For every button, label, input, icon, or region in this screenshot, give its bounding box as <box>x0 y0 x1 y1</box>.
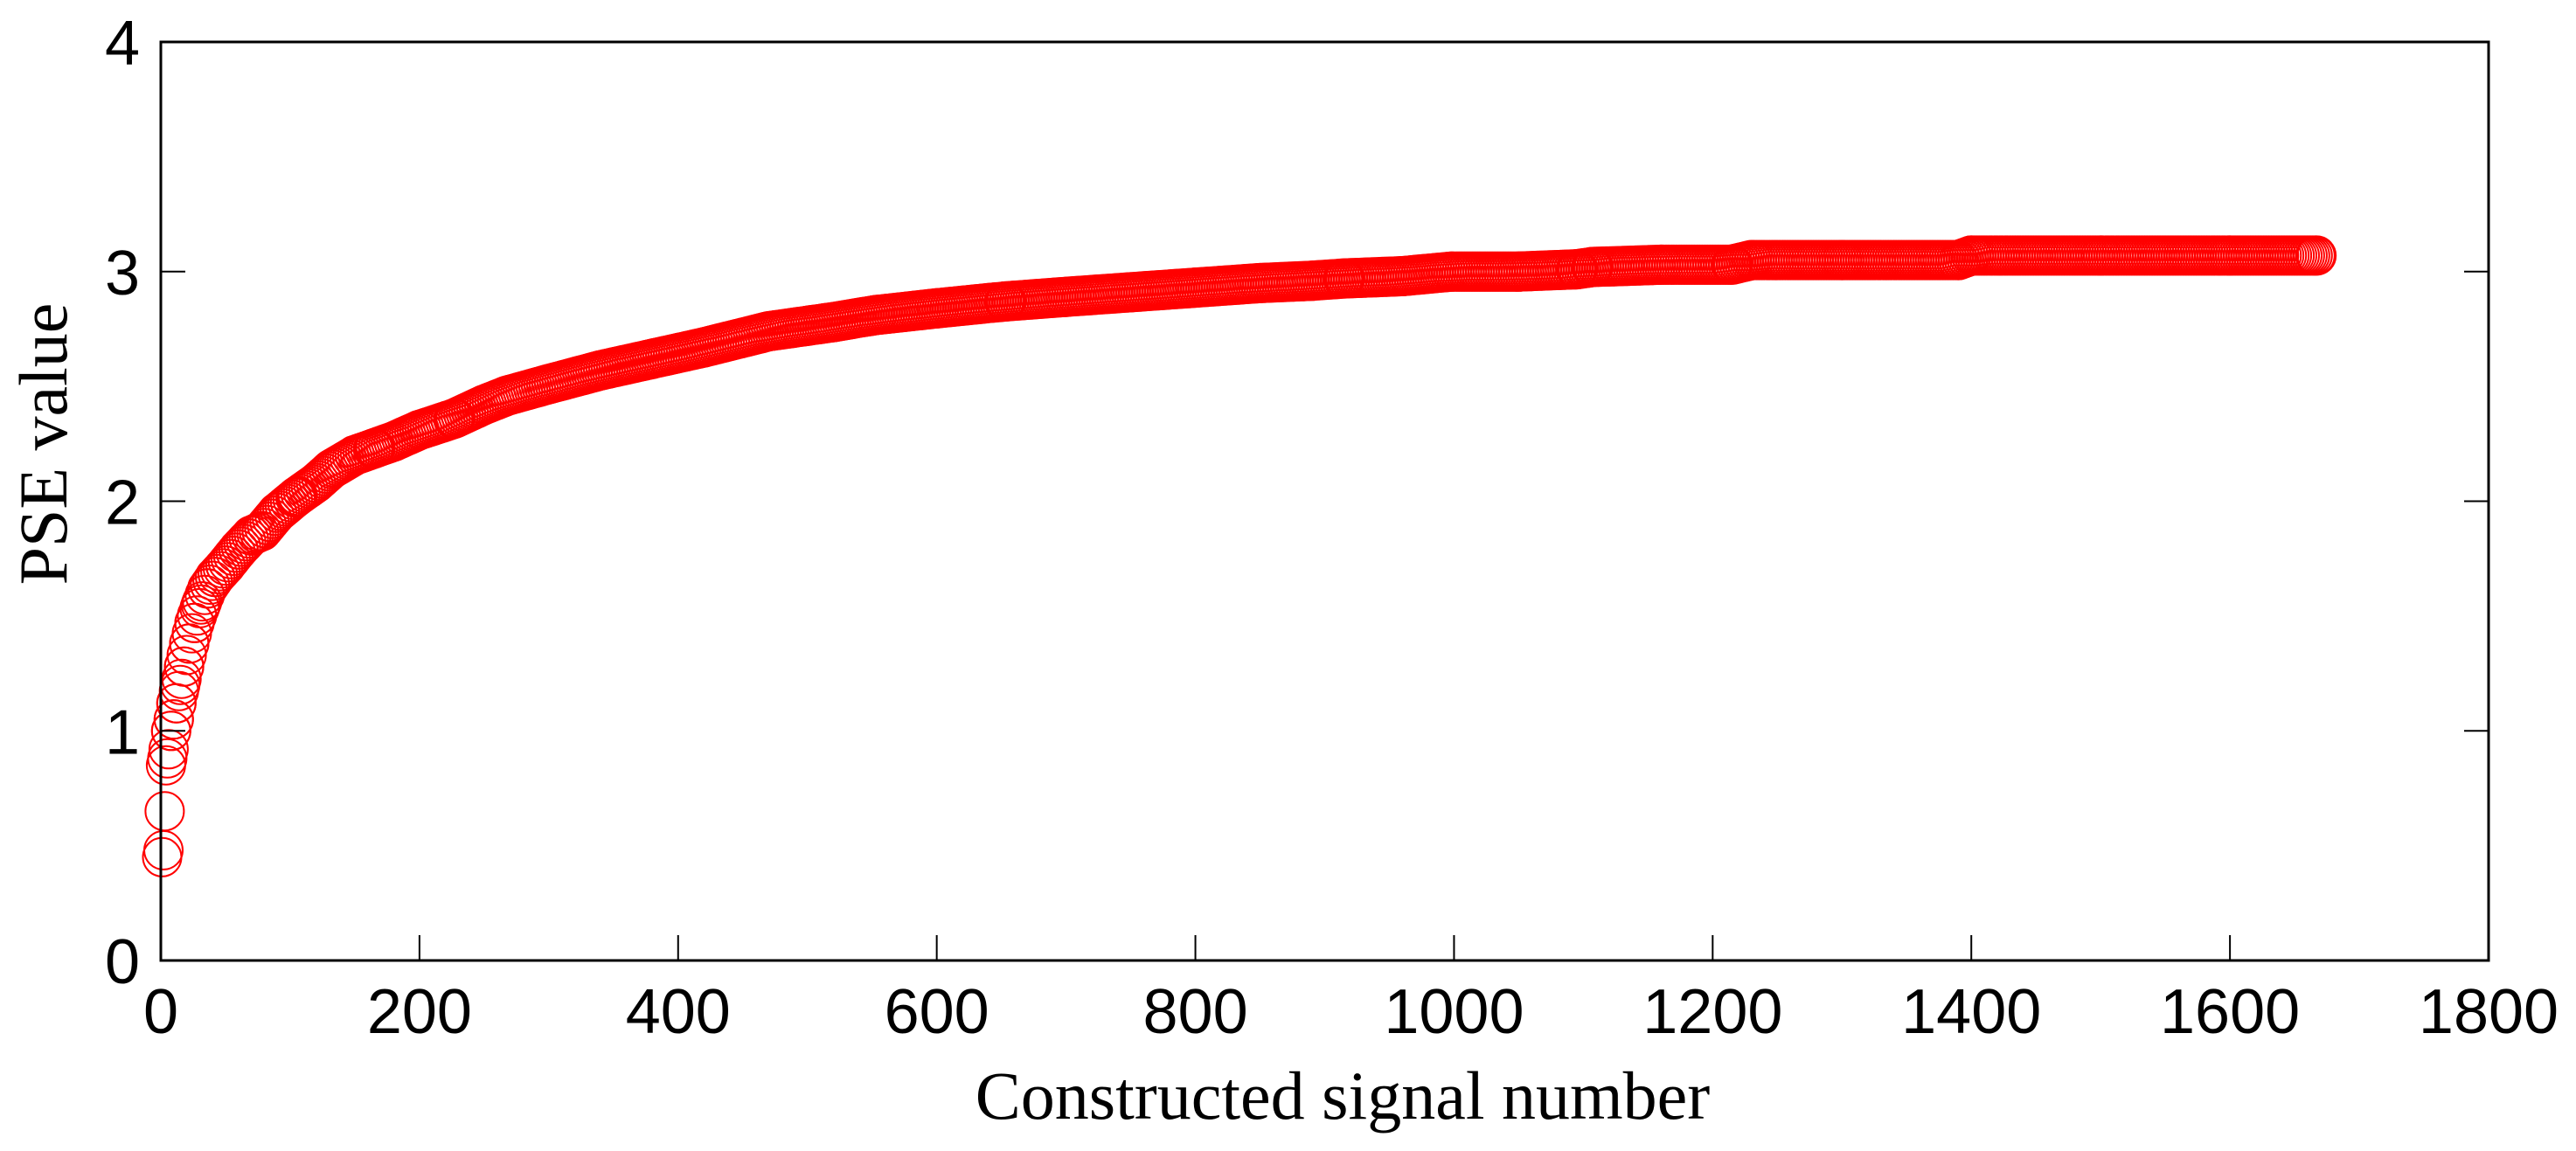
data-point-marker <box>236 513 277 554</box>
x-tick-label: 1000 <box>1384 977 1524 1047</box>
y-axis-label: PSE value <box>5 303 81 586</box>
data-point-marker <box>2295 235 2336 276</box>
x-tick-label: 600 <box>885 977 989 1047</box>
data-point-marker <box>195 557 236 598</box>
x-tick-label: 1400 <box>1901 977 2041 1047</box>
data-point-marker <box>144 791 185 832</box>
x-tick-label: 200 <box>367 977 472 1047</box>
x-tick-label: 1200 <box>1642 977 1782 1047</box>
x-tick-label: 400 <box>626 977 731 1047</box>
y-tick-label: 4 <box>105 9 140 79</box>
data-point-marker <box>212 536 253 576</box>
x-axis-ticks: 0 200 400 600 800 1000 1200 1400 1600 1800 <box>143 935 2559 1047</box>
data-point-marker <box>166 634 207 676</box>
data-point-marker <box>210 538 251 579</box>
x-tick-label: 0 <box>143 977 178 1047</box>
x-tick-label: 1600 <box>2160 977 2300 1047</box>
data-point-marker <box>161 658 202 699</box>
x-tick-label: 1800 <box>2419 977 2559 1047</box>
data-point-marker <box>153 699 194 740</box>
x-tick-label: 800 <box>1142 977 1247 1047</box>
y-axis-ticks: 0 1 2 3 4 <box>105 9 2489 997</box>
data-point-marker <box>163 646 205 687</box>
x-axis-label: Constructed signal number <box>976 1057 1711 1134</box>
y-tick-label: 2 <box>105 468 140 538</box>
y-tick-label: 0 <box>105 927 140 997</box>
data-point-marker <box>147 738 188 779</box>
data-markers <box>142 235 2337 877</box>
y-tick-label: 3 <box>105 239 140 309</box>
data-point-marker <box>150 711 191 752</box>
y-tick-label: 1 <box>105 697 140 767</box>
